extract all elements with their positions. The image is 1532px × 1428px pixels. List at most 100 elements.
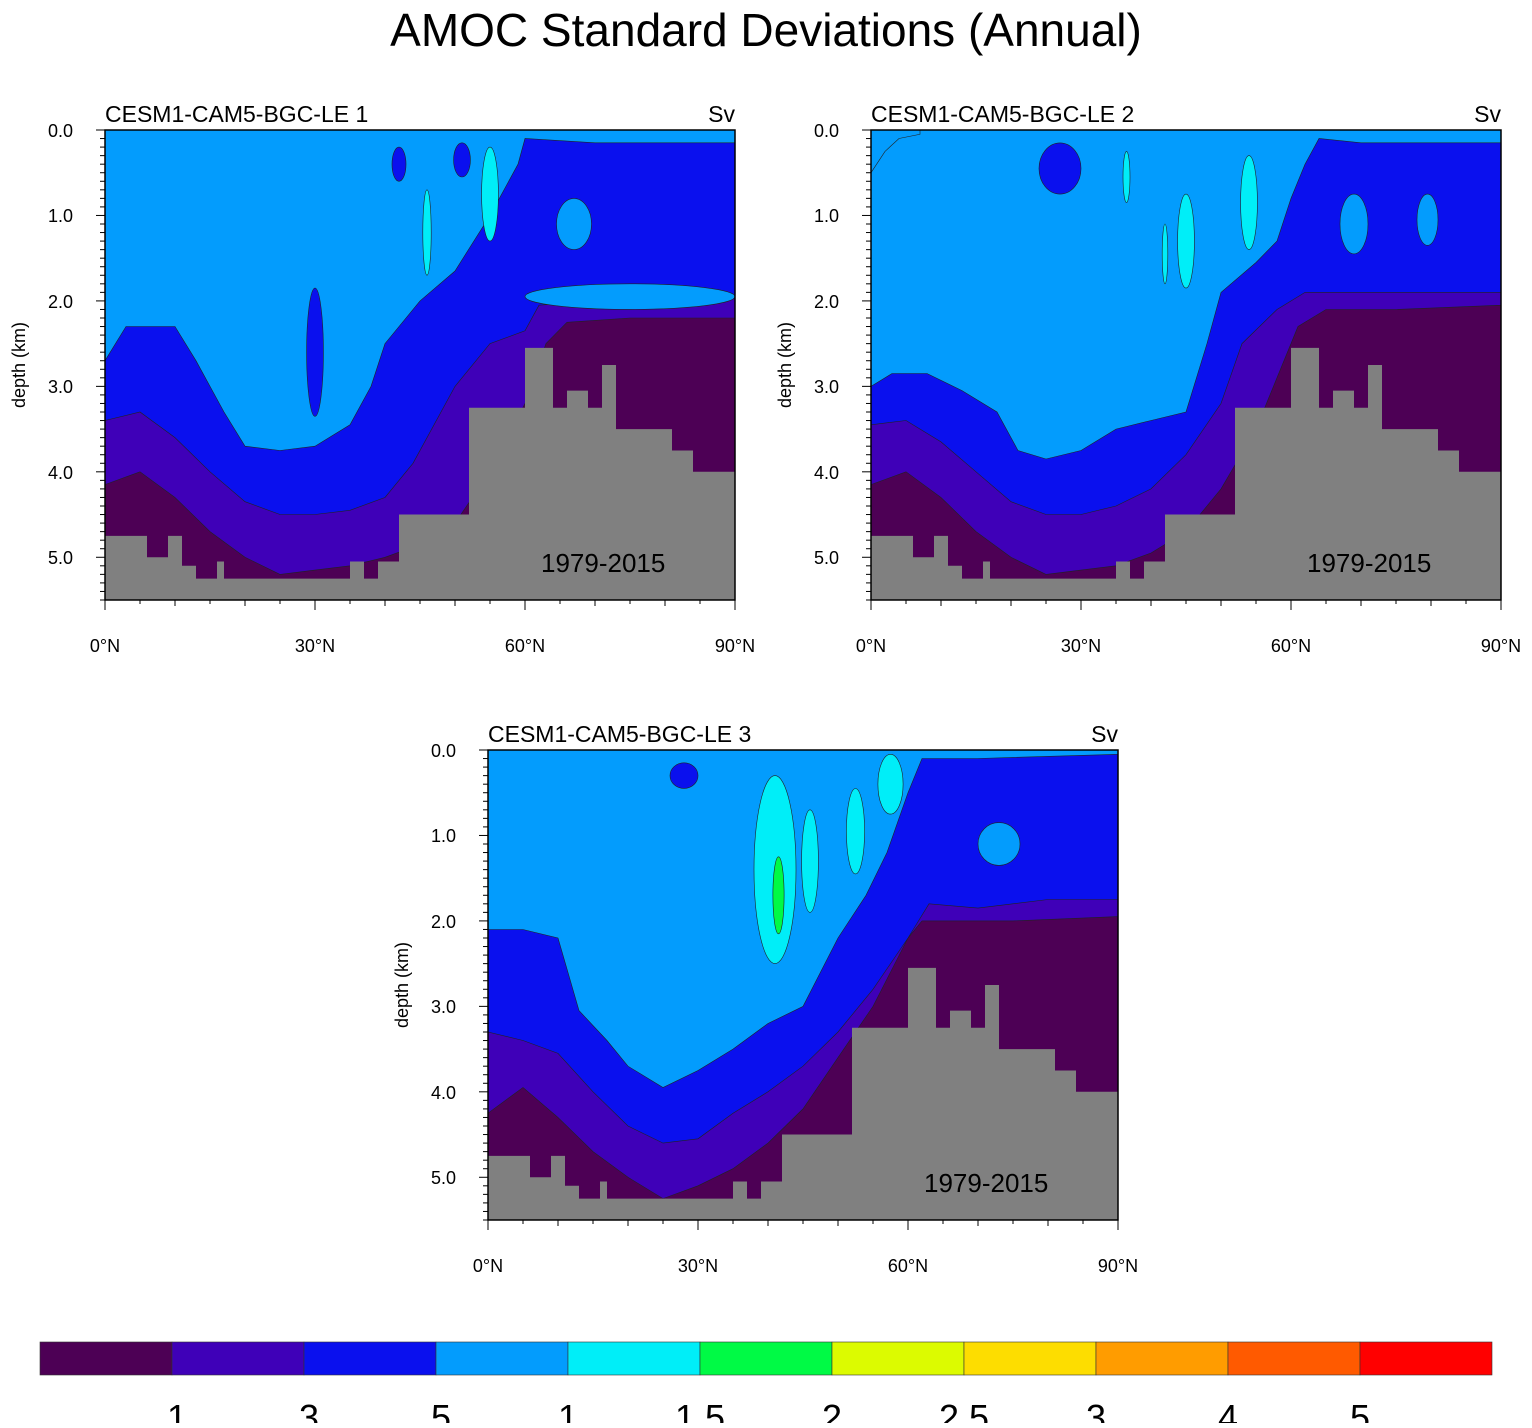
panel-3-ytick-2: 2.0	[431, 912, 456, 932]
panel-2-period: 1979-2015	[1307, 548, 1431, 578]
colorbar-labels: .1 .3 .5 1 1.5 2 2.5 3 4 5	[157, 1397, 1370, 1428]
plot-area-1	[96, 129, 736, 610]
colorbar-label-4: 1.5	[675, 1397, 725, 1423]
colorbar-box-0	[39, 1341, 173, 1376]
panel-3-units: Sv	[1091, 721, 1118, 747]
patch-5	[1339, 193, 1369, 255]
patch-5	[556, 198, 592, 250]
panel-2-ytick-2: 2.0	[814, 292, 839, 312]
panel-1-xtick-2: 60°N	[505, 636, 545, 656]
panel-1: CESM1-CAM5-BGC-LE 1 Sv 1979-2015 depth (…	[9, 101, 755, 656]
colorbar-box-10	[1359, 1341, 1493, 1376]
patch-1	[422, 189, 432, 276]
panel-3-ytick-5: 5.0	[431, 1168, 456, 1188]
panel-1-xtick-1: 30°N	[295, 636, 335, 656]
panel-1-xtick-3: 90°N	[715, 636, 755, 656]
patch-2	[1122, 151, 1131, 203]
bathymetry	[488, 967, 1118, 1220]
panel-1-ytick-3: 3.0	[48, 377, 73, 397]
colorbar-box-5	[699, 1341, 833, 1376]
colorbar-box-2	[303, 1341, 437, 1376]
colorbar-label-1: .3	[289, 1397, 319, 1423]
panel-3: CESM1-CAM5-BGC-LE 3 Sv 1979-2015 depth (…	[392, 721, 1138, 1276]
patch-4	[306, 287, 324, 417]
colorbar-box-1	[171, 1341, 305, 1376]
panel-2-xtick-1: 30°N	[1061, 636, 1101, 656]
colorbar-box-6	[831, 1341, 965, 1376]
panel-3-period: 1979-2015	[924, 1168, 1048, 1198]
colorbar-label-8: 4	[1218, 1397, 1238, 1423]
patch-3	[391, 146, 407, 182]
panel-2-ytick-4: 4.0	[814, 463, 839, 483]
colorbar-box-4	[567, 1341, 701, 1376]
band-level-0.5	[104, 129, 736, 451]
panel-3-xtick-0: 0°N	[473, 1256, 503, 1276]
colorbar-box-7	[963, 1341, 1097, 1376]
panel-3-xtick-3: 90°N	[1098, 1256, 1138, 1276]
figure-title: AMOC Standard Deviations (Annual)	[390, 4, 1142, 56]
patch-6	[1416, 193, 1439, 246]
patch-2	[453, 142, 471, 178]
panel-2-ytick-5: 5.0	[814, 548, 839, 568]
panel-3-ytick-1: 1.0	[431, 826, 456, 846]
colorbar: .1 .3 .5 1 1.5 2 2.5 3 4 5	[39, 1341, 1493, 1428]
colorbar-label-9: 5	[1350, 1397, 1370, 1423]
panel-3-ytick-4: 4.0	[431, 1083, 456, 1103]
patch-6	[977, 822, 1021, 866]
patch-1	[772, 856, 785, 935]
colorbar-label-0: .1	[157, 1397, 187, 1423]
colorbar-box-3	[435, 1341, 569, 1376]
panel-1-period: 1979-2015	[541, 548, 665, 578]
panel-2-xtick-3: 90°N	[1481, 636, 1521, 656]
panel-3-ylabel: depth (km)	[392, 942, 412, 1028]
patch-4	[877, 754, 904, 815]
panel-3-title: CESM1-CAM5-BGC-LE 3	[488, 721, 751, 747]
patch-0	[481, 146, 499, 242]
colorbar-box-8	[1095, 1341, 1229, 1376]
patch-5	[669, 762, 699, 789]
patch-6	[524, 283, 736, 310]
colorbar-box-9	[1227, 1341, 1361, 1376]
bathymetry	[871, 347, 1501, 600]
patch-1	[1177, 193, 1195, 289]
panel-2-ytick-1: 1.0	[814, 206, 839, 226]
plot-area-3	[479, 749, 1119, 1230]
patch-4	[1038, 142, 1082, 195]
panel-1-units: Sv	[708, 101, 735, 127]
colorbar-label-2: .5	[421, 1397, 451, 1423]
panel-1-ytick-1: 1.0	[48, 206, 73, 226]
panel-3-ytick-3: 3.0	[431, 997, 456, 1017]
panel-2-ytick-0: 0.0	[814, 121, 839, 141]
band-level-0.5	[870, 129, 1502, 460]
panel-1-ytick-2: 2.0	[48, 292, 73, 312]
colorbar-label-3: 1	[558, 1397, 578, 1423]
panel-2-ylabel: depth (km)	[775, 322, 795, 408]
panel-2: CESM1-CAM5-BGC-LE 2 Sv 1979-2015 depth (…	[775, 101, 1521, 656]
panel-3-xtick-2: 60°N	[888, 1256, 928, 1276]
panel-1-ytick-0: 0.0	[48, 121, 73, 141]
plot-area-2	[862, 129, 1502, 610]
patch-0	[1240, 155, 1258, 250]
panel-3-ytick-0: 0.0	[431, 741, 456, 761]
patch-2	[801, 809, 819, 913]
panel-2-ytick-3: 3.0	[814, 377, 839, 397]
panel-3-xtick-1: 30°N	[678, 1256, 718, 1276]
panel-2-xtick-0: 0°N	[856, 636, 886, 656]
patch-3	[1161, 223, 1169, 285]
panel-1-xtick-0: 0°N	[90, 636, 120, 656]
panel-2-xtick-2: 60°N	[1271, 636, 1311, 656]
colorbar-label-6: 2.5	[939, 1397, 989, 1423]
panel-1-ylabel: depth (km)	[9, 322, 29, 408]
patch-3	[846, 788, 865, 875]
band-level-0.5	[487, 749, 1119, 1088]
panel-1-ytick-4: 4.0	[48, 463, 73, 483]
colorbar-boxes	[39, 1341, 1493, 1376]
panel-2-title: CESM1-CAM5-BGC-LE 2	[871, 101, 1134, 127]
panel-2-units: Sv	[1474, 101, 1501, 127]
panel-1-ytick-5: 5.0	[48, 548, 73, 568]
panel-1-title: CESM1-CAM5-BGC-LE 1	[105, 101, 368, 127]
colorbar-label-7: 3	[1086, 1397, 1106, 1423]
colorbar-label-5: 2	[822, 1397, 842, 1423]
